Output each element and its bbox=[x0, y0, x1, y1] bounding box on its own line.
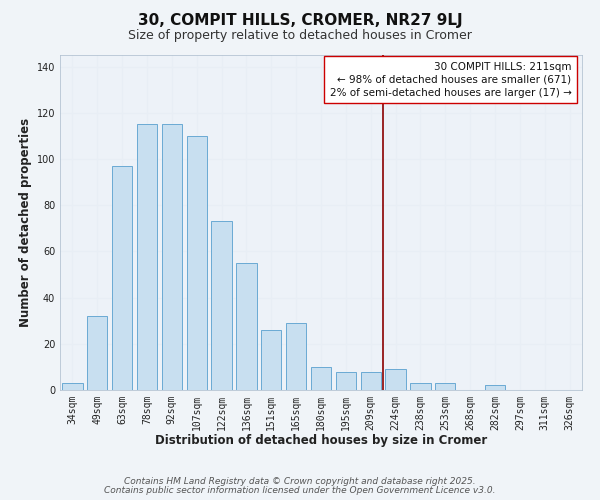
Text: 30 COMPIT HILLS: 211sqm
← 98% of detached houses are smaller (671)
2% of semi-de: 30 COMPIT HILLS: 211sqm ← 98% of detache… bbox=[329, 62, 572, 98]
Bar bbox=[335, 372, 356, 390]
X-axis label: Distribution of detached houses by size in Cromer: Distribution of detached houses by size … bbox=[155, 434, 487, 448]
Bar bbox=[62, 383, 83, 390]
Bar bbox=[87, 316, 107, 390]
Bar bbox=[261, 330, 281, 390]
Bar bbox=[435, 383, 455, 390]
Text: Size of property relative to detached houses in Cromer: Size of property relative to detached ho… bbox=[128, 29, 472, 42]
Bar bbox=[410, 383, 431, 390]
Y-axis label: Number of detached properties: Number of detached properties bbox=[19, 118, 32, 327]
Bar bbox=[161, 124, 182, 390]
Bar bbox=[311, 367, 331, 390]
Bar bbox=[361, 372, 381, 390]
Bar bbox=[187, 136, 207, 390]
Bar bbox=[211, 222, 232, 390]
Text: Contains public sector information licensed under the Open Government Licence v3: Contains public sector information licen… bbox=[104, 486, 496, 495]
Bar bbox=[485, 386, 505, 390]
Bar bbox=[112, 166, 133, 390]
Bar bbox=[236, 263, 257, 390]
Bar bbox=[286, 323, 307, 390]
Text: 30, COMPIT HILLS, CROMER, NR27 9LJ: 30, COMPIT HILLS, CROMER, NR27 9LJ bbox=[137, 12, 463, 28]
Bar bbox=[137, 124, 157, 390]
Text: Contains HM Land Registry data © Crown copyright and database right 2025.: Contains HM Land Registry data © Crown c… bbox=[124, 477, 476, 486]
Bar bbox=[385, 369, 406, 390]
